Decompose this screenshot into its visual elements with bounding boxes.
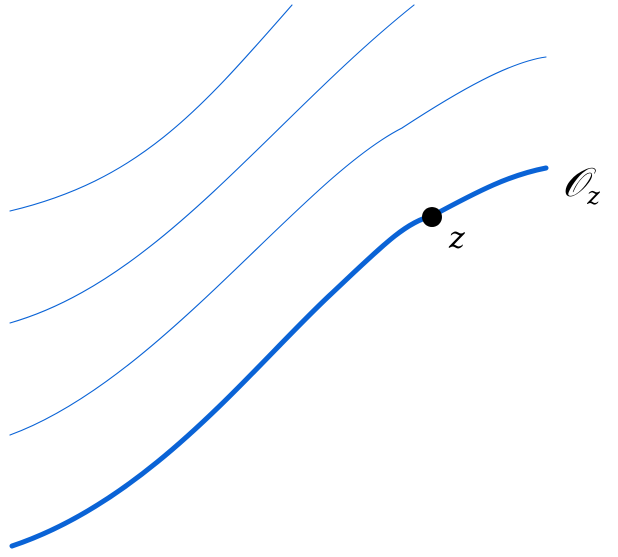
point-z-marker — [422, 207, 442, 227]
neighbor-orbit-3 — [9, 56, 547, 436]
neighbor-orbit-2 — [9, 4, 415, 324]
point-z-label: z — [448, 221, 465, 256]
neighbor-orbit-1 — [9, 4, 293, 212]
orbit-curve — [9, 165, 549, 549]
orbit-label-subscript: z — [586, 182, 600, 210]
orbit-label: 𝒪z — [562, 160, 600, 210]
